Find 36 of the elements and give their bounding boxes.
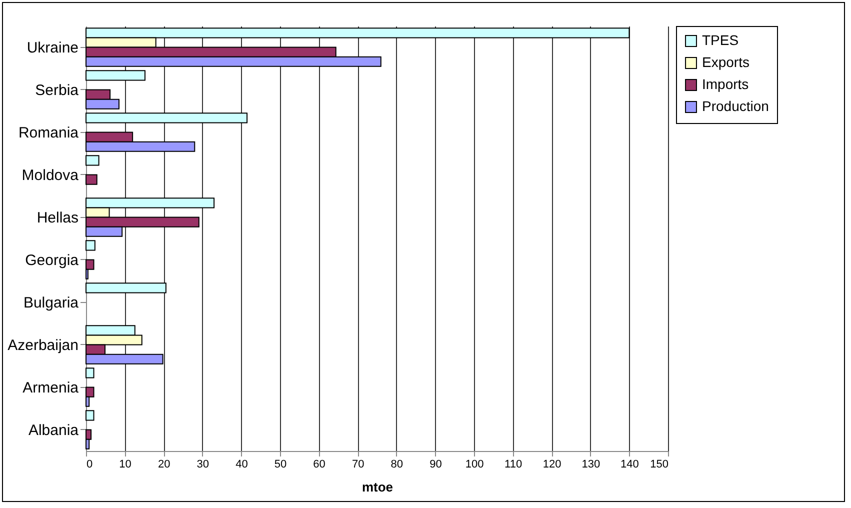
y-tick-label: Serbia <box>35 82 80 99</box>
legend-label: Exports <box>702 54 750 70</box>
y-tick-label: Hellas <box>36 209 78 226</box>
legend-label: TPES <box>702 32 739 48</box>
y-tick-label: Bulgaria <box>23 294 80 312</box>
x-tick-label: 0 <box>86 458 93 470</box>
x-tick-label: 120 <box>542 458 562 470</box>
x-tick-label: 100 <box>465 458 484 470</box>
bar <box>86 368 94 378</box>
x-tick-label: 60 <box>313 458 326 470</box>
x-tick-label: 70 <box>352 458 364 470</box>
x-axis-title: mtoe <box>362 480 394 494</box>
x-tick-label: 130 <box>582 458 600 470</box>
bar <box>86 155 100 166</box>
bar <box>86 410 94 421</box>
x-tick-label: 40 <box>236 458 248 470</box>
y-tick-label: Romania <box>18 124 80 142</box>
y-tick-label: Armenia <box>22 379 80 396</box>
x-tick-label: 140 <box>620 458 639 470</box>
y-tick-label: Georgia <box>25 252 80 269</box>
y-tick-label: Azerbaijan <box>8 336 78 354</box>
y-tick-label: Moldova <box>22 166 80 184</box>
x-tick-label: 90 <box>430 458 442 470</box>
y-tick-label: Albania <box>28 422 80 439</box>
x-tick-label: 150 <box>650 458 668 470</box>
legend-label: Production <box>702 98 769 114</box>
x-tick-label: 110 <box>504 458 522 470</box>
x-tick-label: 80 <box>390 458 404 470</box>
x-tick-label: 30 <box>196 458 210 470</box>
bar <box>86 174 98 185</box>
x-tick-label: 50 <box>274 458 287 470</box>
x-tick-label: 20 <box>158 458 170 470</box>
bar <box>86 240 96 251</box>
y-tick-label: Ukraine <box>26 39 78 56</box>
x-tick-label: 10 <box>119 458 132 470</box>
legend-label: Imports <box>702 76 749 92</box>
